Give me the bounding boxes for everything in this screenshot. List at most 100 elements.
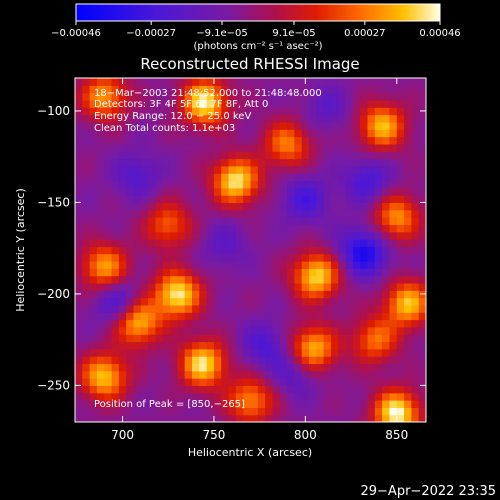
heatmap-cell — [257, 99, 266, 108]
heatmap-cell — [104, 392, 113, 401]
heatmap-cell — [82, 231, 91, 240]
heatmap-cell — [82, 290, 91, 299]
heatmap-cell — [96, 85, 105, 94]
heatmap-cell — [301, 187, 310, 196]
heatmap-cell — [404, 326, 412, 335]
heatmap-cell — [345, 85, 354, 94]
heatmap-cell — [133, 334, 142, 343]
heatmap-cell — [192, 253, 200, 262]
heatmap-cell — [265, 92, 274, 101]
heatmap-cell — [199, 224, 208, 233]
heatmap-cell — [133, 173, 142, 182]
heatmap-cell — [323, 209, 332, 218]
heatmap-cell — [221, 136, 230, 145]
heatmap-cell — [213, 121, 222, 130]
heatmap-cell — [272, 202, 281, 211]
heatmap-cell — [272, 319, 281, 328]
heatmap-cell — [162, 407, 171, 416]
heatmap-cell — [404, 202, 412, 211]
heatmap-cell — [301, 392, 310, 401]
heatmap-cell — [140, 334, 149, 343]
heatmap-cell — [75, 304, 83, 313]
heatmap-cell — [301, 407, 310, 416]
heatmap-cell — [96, 312, 105, 321]
heatmap-cell — [301, 370, 310, 379]
heatmap-cell — [338, 180, 347, 189]
heatmap-cell — [265, 341, 274, 350]
heatmap-cell — [192, 158, 200, 167]
heatmap-cell — [155, 297, 164, 306]
heatmap-cell — [352, 209, 361, 218]
heatmap-cell — [199, 165, 208, 174]
heatmap-cell — [177, 260, 186, 269]
heatmap-cell — [170, 231, 178, 240]
heatmap-cell — [316, 304, 325, 313]
heatmap-cell — [301, 304, 310, 313]
heatmap-cell — [235, 275, 244, 284]
heatmap-cell — [235, 99, 244, 108]
heatmap-cell — [345, 114, 354, 123]
heatmap-cell — [133, 239, 142, 247]
heatmap-cell — [221, 385, 230, 394]
heatmap-cell — [155, 260, 164, 269]
heatmap-cell — [126, 414, 135, 422]
heatmap-cell — [133, 348, 142, 357]
heatmap-cell — [177, 275, 186, 284]
heatmap-cell — [338, 260, 347, 269]
heatmap-cell — [162, 158, 171, 167]
heatmap-cell — [126, 224, 135, 233]
heatmap-cell — [352, 385, 361, 394]
heatmap-cell — [272, 78, 281, 86]
heatmap-cell — [96, 99, 105, 108]
heatmap-cell — [111, 400, 120, 408]
heatmap-cell — [345, 297, 354, 306]
heatmap-cell — [382, 370, 391, 379]
heatmap-cell — [170, 107, 178, 116]
heatmap-cell — [213, 356, 222, 365]
heatmap-cell — [330, 217, 339, 225]
heatmap-cell — [272, 400, 281, 408]
heatmap-cell — [389, 92, 398, 101]
heatmap-cell — [228, 268, 237, 277]
heatmap-cell — [96, 378, 105, 387]
heatmap-cell — [345, 92, 354, 101]
heatmap-cell — [243, 356, 252, 365]
heatmap-cell — [111, 319, 120, 328]
heatmap-cell — [345, 378, 354, 387]
heatmap-cell — [396, 114, 405, 123]
heatmap-cell — [360, 326, 369, 335]
heatmap-cell — [162, 99, 171, 108]
heatmap-cell — [374, 151, 383, 160]
heatmap-cell — [221, 246, 230, 255]
heatmap-cell — [338, 195, 347, 204]
heatmap-cell — [177, 341, 186, 350]
heatmap-cell — [111, 217, 120, 225]
heatmap-cell — [199, 99, 208, 108]
heatmap-cell — [75, 378, 83, 387]
heatmap-cell — [235, 143, 244, 152]
heatmap-cell — [345, 165, 354, 174]
heatmap-cell — [330, 363, 339, 372]
heatmap-cell — [330, 202, 339, 211]
heatmap-cell — [382, 114, 391, 123]
heatmap-cell — [411, 173, 420, 182]
heatmap-cell — [199, 121, 208, 130]
heatmap-cell — [96, 107, 105, 116]
heatmap-cell — [294, 99, 303, 108]
heatmap-cell — [75, 348, 83, 357]
heatmap-cell — [287, 297, 295, 306]
heatmap-cell — [279, 400, 288, 408]
heatmap-cell — [323, 165, 332, 174]
heatmap-cell — [279, 85, 288, 94]
heatmap-cell — [155, 400, 164, 408]
heatmap-cell — [184, 180, 193, 189]
heatmap-cell — [374, 85, 383, 94]
heatmap-cell — [316, 246, 325, 255]
heatmap-cell — [279, 385, 288, 394]
heatmap-cell — [199, 187, 208, 196]
heatmap-cell — [367, 92, 376, 101]
heatmap-cell — [316, 173, 325, 182]
heatmap-cell — [396, 202, 405, 211]
heatmap-cell — [206, 356, 215, 365]
heatmap-cell — [374, 282, 383, 291]
